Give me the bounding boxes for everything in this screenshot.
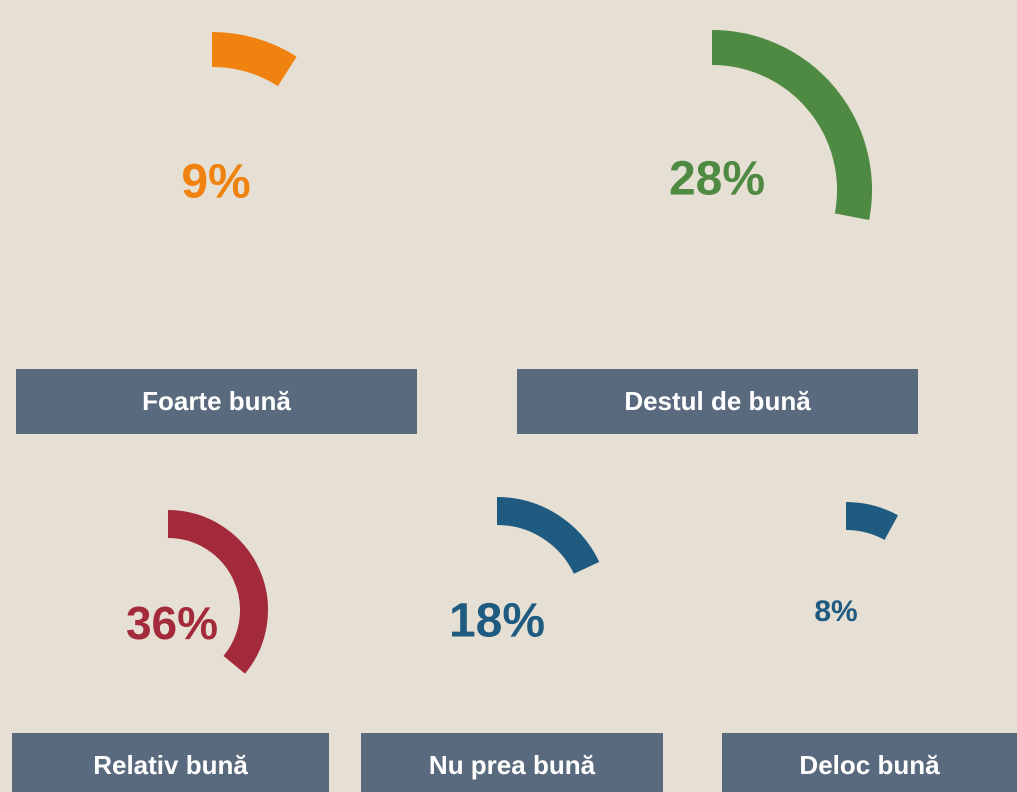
gauge-arc: [496, 497, 600, 575]
category-label: Deloc bună: [799, 750, 940, 780]
label-box: [722, 733, 1017, 792]
label-box: [517, 369, 918, 434]
gauge-arc: [711, 30, 872, 220]
label-box: [361, 733, 663, 792]
category-label: Relativ bună: [93, 750, 248, 780]
value-label: 18%: [449, 595, 545, 648]
gauge-arc: [211, 32, 297, 87]
label-box: [12, 733, 329, 792]
category-label: Foarte bună: [142, 386, 291, 416]
category-label: Destul de bună: [624, 386, 811, 416]
value-label: 28%: [669, 153, 765, 206]
value-label: 9%: [181, 156, 250, 209]
category-label: Nu prea bună: [429, 750, 596, 780]
gauge-arc: [167, 510, 268, 674]
label-box: [16, 369, 417, 434]
gauge-arc: [845, 502, 899, 541]
value-label: 8%: [814, 595, 857, 628]
value-label: 36%: [126, 597, 218, 649]
